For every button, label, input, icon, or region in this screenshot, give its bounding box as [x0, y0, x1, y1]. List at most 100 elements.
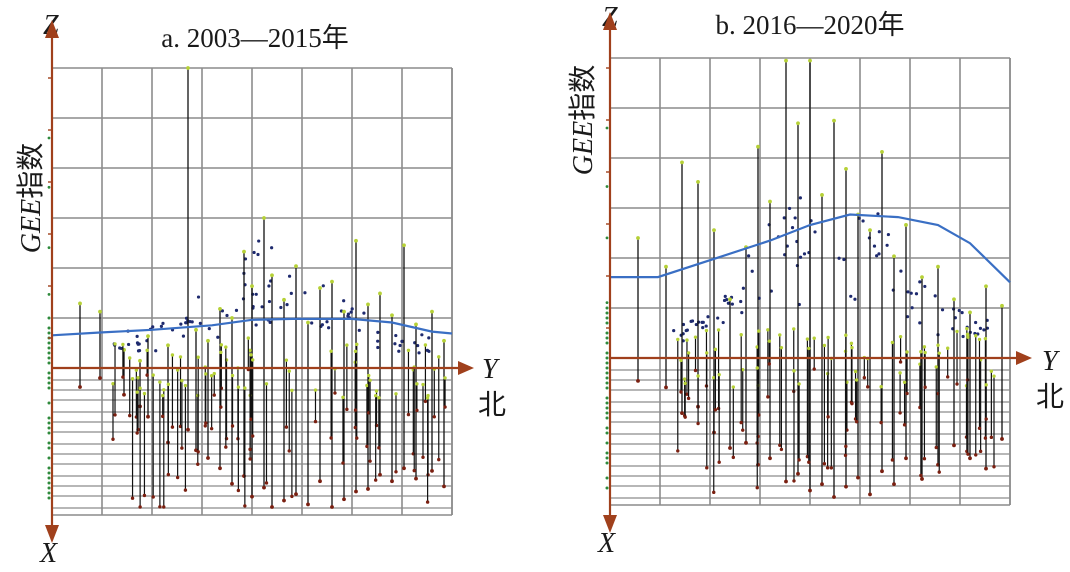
point-bottom-marker [832, 495, 836, 499]
point-bottom-marker [284, 425, 289, 429]
scatter-point [914, 292, 919, 296]
point-bottom-marker [414, 476, 418, 481]
point-top-marker [904, 223, 908, 227]
point-top-marker [212, 371, 216, 376]
point-bottom-marker [175, 475, 180, 480]
point-top-marker [180, 378, 184, 383]
point-top-marker [792, 369, 796, 373]
side-marker [47, 356, 51, 360]
point-top-marker [796, 121, 800, 126]
scatter-point [886, 232, 891, 237]
scatter-point [420, 333, 424, 337]
scatter-point [161, 321, 165, 325]
point-top-marker [98, 309, 102, 314]
point-top-marker [755, 345, 759, 349]
point-bottom-marker [282, 498, 286, 503]
point-top-marker [394, 392, 398, 396]
point-bottom-marker [230, 424, 235, 428]
scatter-point [287, 274, 292, 278]
side-marker [47, 371, 51, 375]
side-marker [47, 386, 51, 390]
point-bottom-marker [854, 420, 859, 424]
point-bottom-marker [923, 385, 927, 389]
point-top-marker [430, 309, 434, 314]
point-bottom-marker [353, 408, 358, 412]
scatter-point [126, 342, 131, 347]
scatter-point [254, 292, 258, 296]
point-bottom-marker [142, 493, 147, 498]
point-bottom-marker [850, 401, 854, 406]
point-top-marker [161, 393, 165, 398]
side-marker [605, 236, 609, 240]
point-top-marker [805, 337, 810, 341]
scatter-point [303, 291, 307, 295]
axes [45, 20, 474, 543]
scatter-point [853, 297, 857, 301]
point-top-marker [158, 380, 162, 384]
point-top-marker [402, 243, 406, 248]
point-bottom-marker [696, 421, 700, 426]
scatter-point [861, 219, 865, 223]
scatter-point [957, 308, 961, 313]
scatter-point [978, 326, 983, 330]
scatter-point [393, 342, 397, 346]
scatter-point [362, 311, 366, 315]
point-bottom-marker [204, 421, 208, 425]
point-bottom-marker [934, 445, 938, 450]
scatter-point [905, 315, 910, 319]
point-bottom-marker [898, 411, 902, 415]
point-top-marker [175, 368, 180, 372]
point-top-marker [318, 286, 322, 290]
point-bottom-marker [952, 443, 956, 448]
point-top-marker [983, 336, 988, 341]
point-stems [636, 58, 1004, 499]
side-marker [605, 461, 609, 465]
point-bottom-marker [946, 375, 950, 379]
point-top-marker [236, 385, 241, 389]
scatter-point [690, 319, 695, 323]
panel-b-title: b. 2016—2020年 [716, 10, 905, 40]
side-marker [47, 421, 51, 425]
point-bottom-marker [130, 496, 135, 500]
point-bottom-marker [443, 405, 447, 409]
point-bottom-marker [354, 489, 358, 494]
side-marker [47, 401, 51, 405]
point-bottom-marker [390, 479, 394, 484]
point-bottom-marker [270, 505, 274, 509]
point-bottom-marker [713, 408, 718, 412]
scatter-point [416, 343, 420, 348]
scatter-point [346, 312, 351, 316]
point-top-marker [250, 284, 254, 289]
scatter-point [243, 257, 248, 261]
point-top-marker [219, 350, 223, 355]
point-top-marker [636, 236, 640, 240]
side-marker [605, 321, 609, 325]
side-marker [47, 292, 51, 296]
point-top-marker [390, 313, 394, 318]
side-marker [605, 426, 609, 430]
point-top-marker [183, 383, 188, 388]
side-marker [47, 416, 51, 420]
point-bottom-marker [128, 413, 132, 418]
point-bottom-marker [442, 484, 446, 489]
point-bottom-marker [196, 450, 200, 454]
point-bottom-marker [230, 481, 234, 486]
scatter-point [252, 250, 256, 255]
point-top-marker [850, 345, 854, 350]
point-top-marker [965, 326, 969, 331]
point-top-marker [246, 336, 251, 340]
side-marker [47, 331, 51, 335]
point-top-marker [844, 166, 848, 171]
z-axis-arrow [45, 20, 59, 38]
point-bottom-marker [829, 466, 834, 470]
point-top-marker [287, 369, 291, 373]
side-marker [605, 311, 609, 315]
point-bottom-marker [138, 505, 142, 509]
point-top-marker [989, 369, 994, 373]
point-bottom-marker [251, 434, 255, 438]
scatter-point [747, 254, 751, 258]
point-bottom-marker [170, 425, 175, 429]
side-marker [47, 441, 51, 445]
panel-b-x-axis-label: X [597, 528, 616, 559]
scatter-point [154, 349, 158, 353]
